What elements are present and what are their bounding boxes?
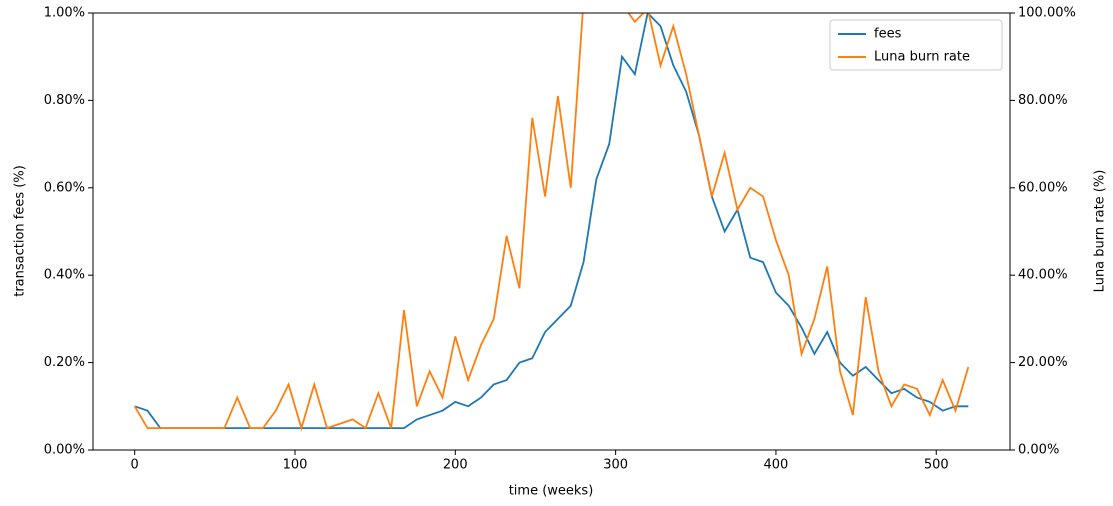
series-line (134, 13, 969, 430)
y-tick-label: 0.40% (44, 268, 85, 283)
y2-tick-label: 0.00% (1018, 443, 1059, 458)
y-tick-label: 0.20% (44, 355, 85, 370)
y-tick-label: 0.00% (44, 443, 85, 458)
plot-area (133, 13, 970, 432)
y2-axis-label: Luna burn rate (%) (1093, 170, 1108, 293)
series-line (133, 13, 970, 432)
x-tick-label: 300 (603, 458, 628, 473)
legend-label: Luna burn rate (874, 50, 970, 65)
y-tick-label: 1.00% (44, 6, 85, 21)
y-tick-label: 0.60% (44, 180, 85, 195)
x-tick-label: 200 (443, 458, 468, 473)
y2-tick-label: 80.00% (1018, 93, 1068, 108)
y2-tick-label: 40.00% (1018, 268, 1068, 283)
plot-frame (92, 12, 1011, 451)
legend-box (829, 19, 1003, 71)
x-tick-label: 100 (283, 458, 308, 473)
y-axis-label: transaction fees (%) (13, 165, 28, 297)
x-tick-label: 500 (924, 458, 949, 473)
y2-tick-label: 100.00% (1018, 6, 1076, 21)
y2-tick-label: 60.00% (1018, 180, 1068, 195)
y2-tick-label: 20.00% (1018, 355, 1068, 370)
legend-label: fees (874, 27, 902, 42)
x-tick-label: 400 (764, 458, 789, 473)
x-axis-label: time (weeks) (509, 484, 594, 499)
x-tick-label: 0 (131, 458, 139, 473)
y-tick-label: 0.80% (44, 93, 85, 108)
